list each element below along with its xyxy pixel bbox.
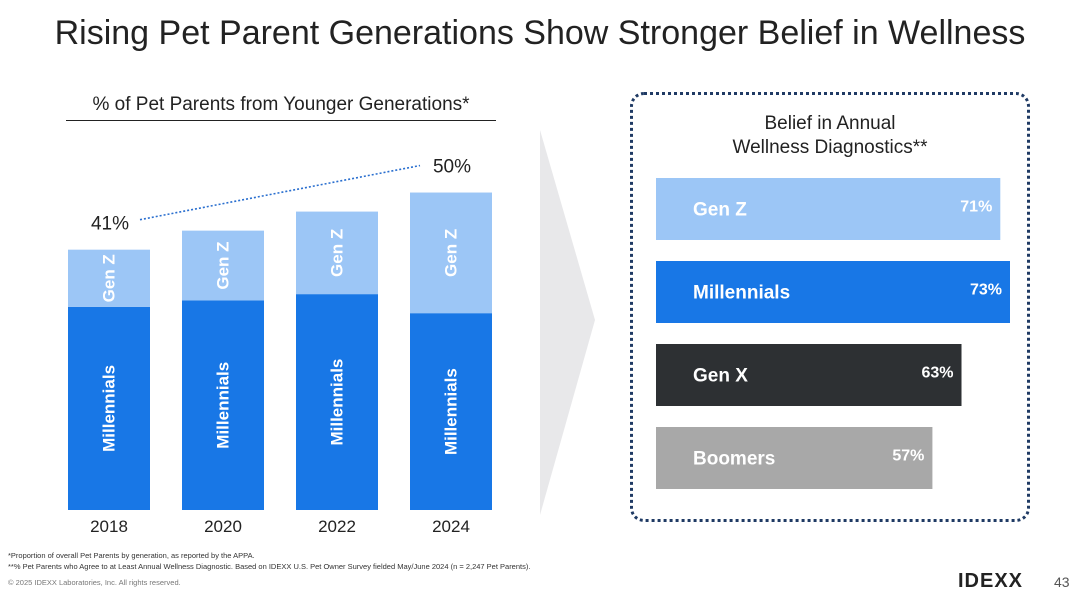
bar-genz-2018 (68, 249, 150, 307)
trend-line (139, 164, 421, 221)
copyright: © 2025 IDEXX Laboratories, Inc. All righ… (8, 578, 181, 587)
hbar-value-gen-x: 63% (921, 365, 953, 382)
highlight-box (630, 92, 1030, 522)
series-label-genz-2020: Gen Z (214, 241, 233, 289)
series-label-genz-2022: Gen Z (328, 229, 347, 277)
hbar-category-millennials: Millennials (693, 283, 790, 304)
x-tick-2018: 2018 (90, 517, 128, 536)
annotation-2018: 41% (91, 214, 129, 235)
bar-genz-2024 (410, 192, 492, 314)
bar-millennials-2022 (296, 294, 378, 510)
hbar-value-boomers: 57% (892, 448, 924, 465)
bar-genz-2020 (182, 230, 264, 301)
hbar-gen-z (656, 178, 1001, 240)
hbar-category-gen-z: Gen Z (693, 200, 747, 221)
arrow-divider (540, 130, 595, 515)
right-chart-title-line1: Belief in Annual (764, 113, 896, 134)
x-tick-2022: 2022 (318, 517, 356, 536)
bar-millennials-2020 (182, 300, 264, 510)
series-label-millennials-2020: Millennials (214, 362, 233, 449)
left-chart-title: % of Pet Parents from Younger Generation… (66, 94, 496, 121)
x-tick-2020: 2020 (204, 517, 242, 536)
hbar-millennials (656, 261, 1010, 323)
series-label-millennials-2018: Millennials (100, 365, 119, 452)
hbar-category-gen-x: Gen X (693, 366, 748, 387)
horizontal-bar-chart: Gen Z 71% Millennials 73% Gen X 63% Boomers 57% (656, 178, 1010, 489)
hbar-category-boomers: Boomers (693, 449, 775, 470)
bar-millennials-2018 (68, 306, 150, 510)
right-chart-title: Belief in Annual Wellness Diagnostics** (640, 112, 1020, 160)
bar-genz-2022 (296, 211, 378, 295)
idexx-logo: IDEXX (958, 570, 1024, 592)
page-number: 43 (1054, 574, 1070, 590)
series-label-millennials-2024: Millennials (442, 368, 461, 455)
hbar-gen-x (656, 344, 962, 406)
stacked-bar-chart: Millennials Gen Z 2018 Millennials Gen Z 2020… (68, 157, 492, 536)
hbar-value-gen-z: 71% (960, 199, 992, 216)
hbar-value-millennials: 73% (970, 282, 1002, 299)
footnote-1: *Proportion of overall Pet Parents by ge… (8, 551, 255, 560)
series-label-genz-2024: Gen Z (442, 229, 461, 277)
right-chart-title-line2: Wellness Diagnostics** (732, 137, 928, 158)
hbar-boomers (656, 427, 933, 489)
slide-title: Rising Pet Parent Generations Show Stron… (54, 14, 1026, 52)
annotation-2024: 50% (433, 157, 471, 178)
footnote-2: **% Pet Parents who Agree to at Least An… (8, 562, 531, 571)
series-label-millennials-2022: Millennials (328, 359, 347, 446)
x-tick-2024: 2024 (432, 517, 470, 536)
bar-millennials-2024 (410, 313, 492, 510)
series-label-genz-2018: Gen Z (100, 254, 119, 302)
